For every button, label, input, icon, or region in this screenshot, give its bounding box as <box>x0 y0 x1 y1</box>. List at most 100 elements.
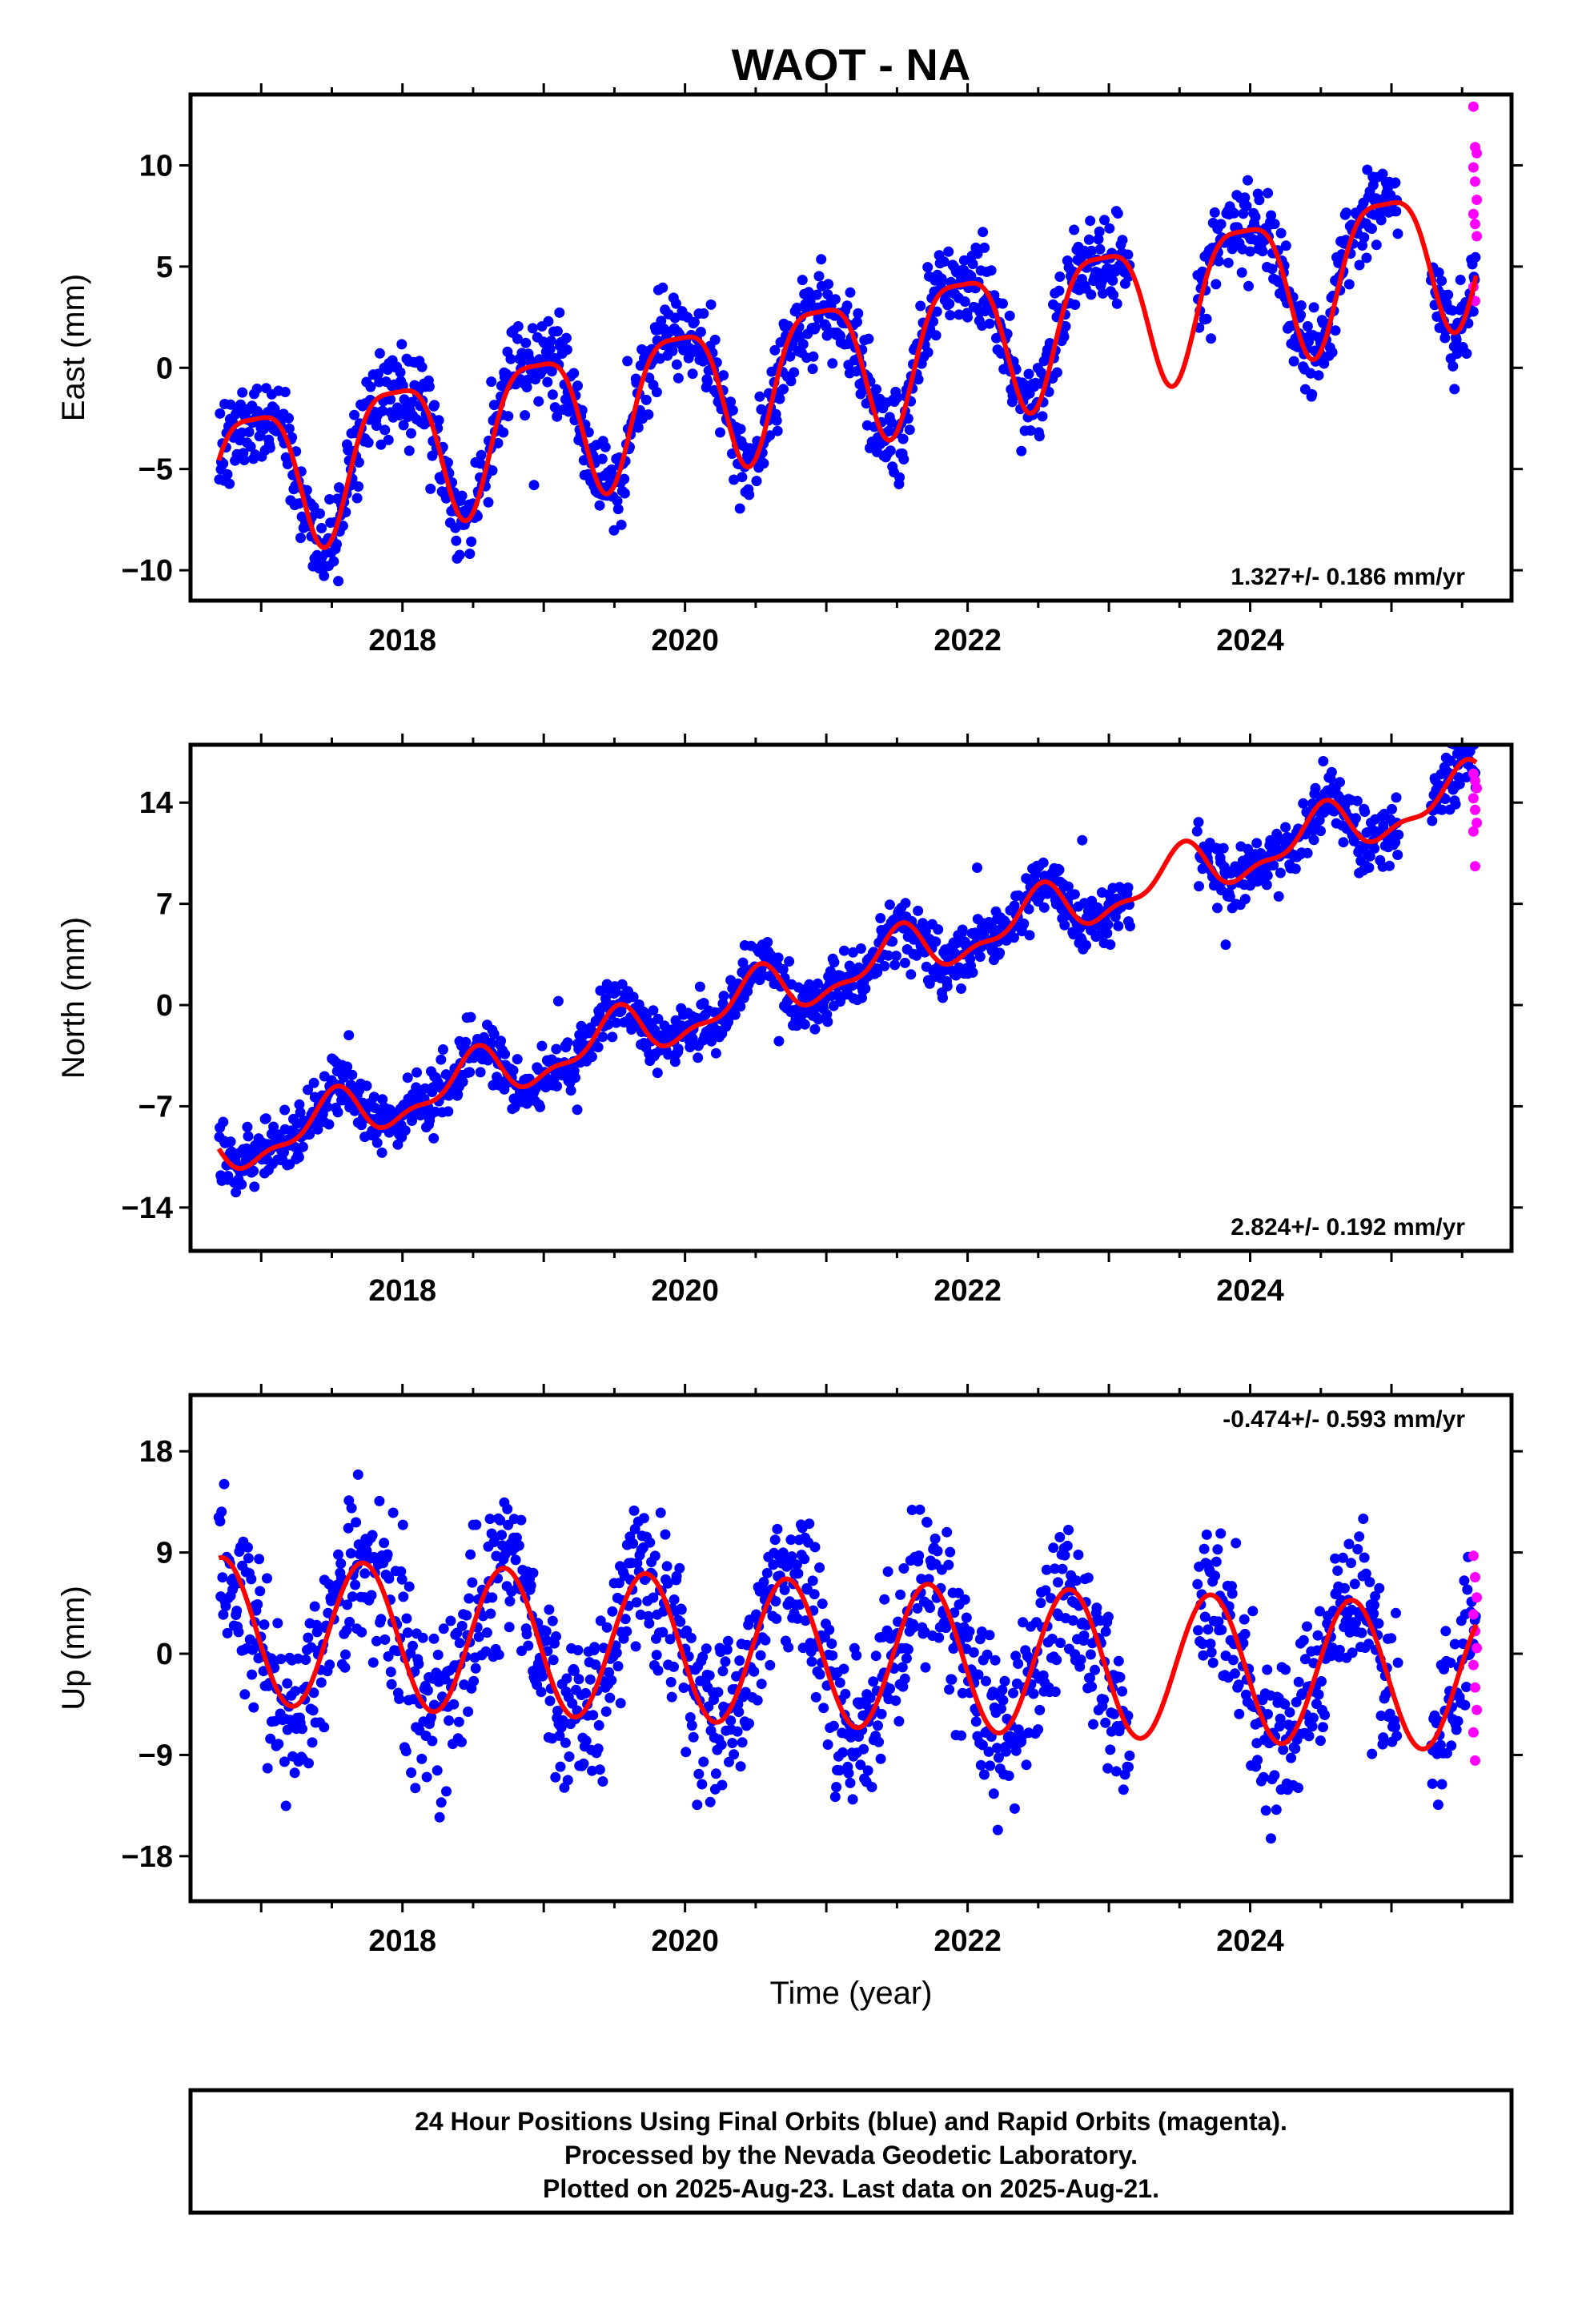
final-point <box>882 1566 893 1577</box>
final-point <box>307 1737 318 1748</box>
final-point <box>554 1731 565 1741</box>
final-point <box>1033 1724 1044 1735</box>
plot-frame-east <box>188 92 1514 603</box>
final-point <box>1350 813 1361 824</box>
final-point <box>1360 1568 1371 1579</box>
final-point <box>218 1609 229 1620</box>
final-point <box>333 576 344 587</box>
final-point <box>456 1620 468 1631</box>
final-point <box>1071 1575 1082 1586</box>
final-point <box>694 981 705 992</box>
rapid-point <box>1470 1755 1480 1766</box>
final-point <box>762 937 773 947</box>
final-point <box>1293 1676 1304 1687</box>
final-point <box>339 1662 351 1673</box>
final-point <box>1459 1575 1470 1586</box>
final-point <box>1343 279 1355 290</box>
final-point <box>1462 1584 1473 1595</box>
final-point <box>813 271 825 282</box>
final-point <box>1046 1593 1056 1604</box>
final-point <box>681 1747 692 1758</box>
final-point <box>1009 900 1020 911</box>
final-point <box>1262 870 1273 881</box>
final-point <box>710 1768 721 1779</box>
final-point <box>361 1080 372 1092</box>
y-tick-label: 0 <box>156 1638 173 1671</box>
final-point <box>1347 1647 1358 1659</box>
final-point <box>468 1675 480 1687</box>
final-point <box>921 1517 933 1528</box>
final-point <box>417 1632 428 1643</box>
final-point <box>1445 755 1456 766</box>
final-point <box>702 376 713 387</box>
final-point <box>1302 321 1313 332</box>
final-point <box>533 396 544 407</box>
final-point <box>1443 289 1454 300</box>
final-point <box>1077 834 1088 846</box>
final-point <box>260 1113 271 1124</box>
final-point <box>1356 1627 1367 1638</box>
final-point <box>1391 1607 1401 1618</box>
final-point <box>931 306 942 317</box>
final-point <box>1302 847 1313 858</box>
final-point <box>872 967 883 978</box>
final-point <box>1111 298 1122 309</box>
final-point <box>616 1005 627 1016</box>
final-point <box>1295 309 1307 320</box>
final-point <box>347 1591 358 1602</box>
final-point <box>242 1121 253 1132</box>
final-point <box>498 427 509 438</box>
final-point <box>1054 271 1066 282</box>
final-point <box>1359 806 1371 818</box>
final-point <box>604 1667 615 1678</box>
final-point <box>821 321 832 332</box>
final-point <box>1239 192 1251 203</box>
final-point <box>343 1030 355 1041</box>
final-point <box>797 275 808 286</box>
final-point <box>899 1673 910 1684</box>
final-point <box>1307 388 1318 400</box>
final-point <box>1362 164 1373 175</box>
final-point <box>791 302 802 313</box>
final-point <box>1048 1542 1059 1554</box>
final-point <box>283 412 294 424</box>
final-point <box>547 389 558 400</box>
final-point <box>375 439 387 450</box>
final-point <box>1062 881 1074 892</box>
final-point <box>1093 234 1104 245</box>
final-point <box>523 1640 534 1651</box>
final-point <box>655 1507 666 1518</box>
final-point <box>669 1661 679 1672</box>
final-point <box>1312 1630 1323 1641</box>
final-point <box>332 1107 343 1118</box>
final-point <box>944 1684 955 1695</box>
final-point <box>251 384 263 394</box>
final-point <box>612 496 623 506</box>
final-point <box>222 1627 233 1638</box>
final-point <box>340 1649 351 1660</box>
final-point <box>994 947 1006 959</box>
final-point <box>1315 1735 1326 1747</box>
final-point <box>1050 1563 1060 1574</box>
final-point <box>885 417 897 428</box>
final-point <box>885 445 896 456</box>
final-point <box>687 368 698 380</box>
final-point <box>259 1619 270 1630</box>
final-point <box>231 1187 242 1198</box>
final-point <box>252 1599 263 1610</box>
final-point <box>1371 239 1382 251</box>
final-point <box>933 924 944 935</box>
y-tick-label: 0 <box>156 989 173 1023</box>
y-ticks-east <box>179 163 1523 572</box>
final-point <box>722 1635 733 1647</box>
panel-north: 2018 2020 2022 2024 14 7 0 −7 −14 North (mm) 2.824… <box>56 734 1523 1308</box>
final-point <box>383 434 394 445</box>
final-point <box>622 356 633 367</box>
final-point <box>843 1767 854 1779</box>
final-point <box>755 1650 766 1661</box>
final-point <box>735 1761 746 1772</box>
final-point <box>964 1626 975 1637</box>
final-point <box>1213 1616 1224 1627</box>
final-point <box>368 1092 379 1103</box>
final-point <box>1018 1617 1029 1628</box>
